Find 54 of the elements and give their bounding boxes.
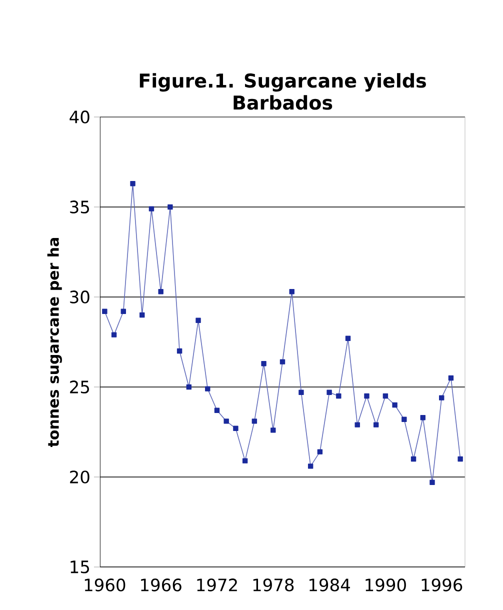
point	[111, 332, 117, 338]
point	[130, 180, 136, 186]
point	[289, 289, 294, 294]
point	[317, 449, 323, 454]
x-tick-label: 1972	[197, 578, 237, 592]
point	[196, 318, 201, 323]
x-tick-label: 1960	[84, 578, 126, 592]
point	[252, 418, 258, 424]
point	[224, 418, 229, 424]
point	[102, 308, 108, 314]
point	[148, 206, 154, 212]
point	[242, 458, 248, 464]
x-tick-label: 1990	[366, 578, 406, 592]
point	[158, 289, 164, 294]
point	[458, 456, 463, 462]
point	[280, 359, 286, 364]
point	[382, 393, 388, 399]
y-tick-label: 40	[70, 110, 90, 124]
point	[354, 422, 360, 428]
x-tick-label: 1996	[422, 578, 462, 592]
point	[326, 390, 332, 395]
y-axis-title: tonnes sugarcane per ha	[47, 238, 62, 448]
point	[448, 375, 454, 381]
point	[345, 336, 351, 341]
point	[205, 386, 210, 392]
chart-title: Figure.1. Sugarcane yields Barbados	[140, 73, 426, 110]
point	[233, 426, 238, 431]
point	[392, 402, 398, 408]
point	[186, 384, 192, 390]
point	[140, 312, 145, 318]
point	[308, 464, 314, 469]
point	[120, 308, 126, 314]
point	[298, 390, 304, 395]
x-tick-label: 1978	[253, 578, 294, 592]
x-tick-label: 1966	[141, 578, 182, 592]
y-tick-label: 25	[70, 380, 89, 394]
point	[214, 408, 220, 413]
point	[168, 204, 173, 210]
point	[439, 395, 444, 400]
point	[261, 361, 266, 366]
point	[336, 393, 342, 399]
point	[270, 428, 276, 433]
point	[373, 422, 379, 428]
y-tick-label: 15	[70, 560, 89, 574]
x-tick-label: 1984	[310, 578, 350, 592]
point	[364, 393, 370, 399]
point	[430, 480, 435, 485]
y-tick-label: 35	[70, 200, 89, 214]
point	[420, 415, 426, 420]
y-tick-label: 30	[70, 290, 90, 304]
y-tick-label: 20	[70, 470, 90, 484]
point	[410, 456, 416, 462]
point	[176, 348, 182, 354]
point	[402, 416, 407, 422]
